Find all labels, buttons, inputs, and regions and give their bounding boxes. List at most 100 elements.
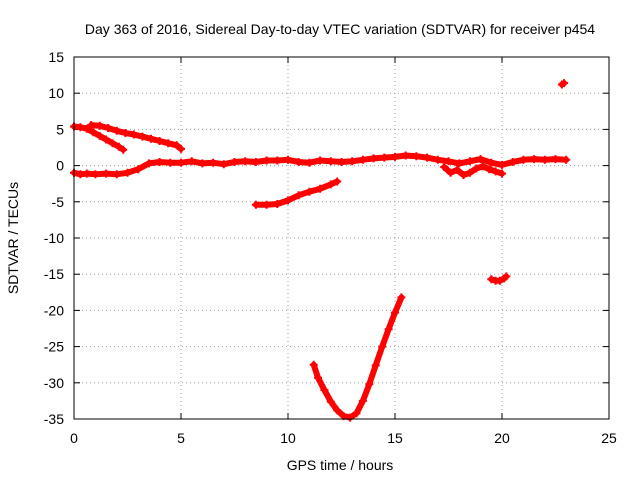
data-point <box>273 156 282 165</box>
data-point <box>369 154 378 163</box>
data-point <box>551 155 560 164</box>
data-point <box>316 156 325 165</box>
data-point <box>320 386 329 394</box>
series-line <box>441 163 505 178</box>
y-tick-label: 5 <box>56 121 64 137</box>
data-point <box>112 126 121 135</box>
data-point <box>305 158 314 167</box>
data-point <box>112 170 121 179</box>
data-point <box>91 170 100 179</box>
data-point <box>333 406 342 415</box>
data-point <box>230 158 239 166</box>
x-tick-label: 5 <box>177 430 185 446</box>
data-point <box>241 157 250 166</box>
data-point <box>478 162 487 171</box>
data-point <box>251 200 260 209</box>
data-point <box>348 157 357 166</box>
series-track-g <box>487 272 511 285</box>
data-point <box>251 158 260 166</box>
data-point <box>371 361 380 370</box>
data-point <box>455 159 464 168</box>
data-point <box>358 396 367 405</box>
data-point <box>294 191 303 200</box>
y-tick-label: 15 <box>48 49 64 65</box>
data-point <box>440 163 449 171</box>
data-point <box>294 158 303 166</box>
y-tick-label: -10 <box>44 230 64 246</box>
data-point <box>397 293 406 302</box>
data-point <box>89 128 98 137</box>
series-track-c <box>70 151 571 179</box>
series-track-e <box>251 177 342 209</box>
data-point <box>119 145 128 154</box>
data-point <box>495 276 504 285</box>
data-point <box>187 157 196 166</box>
data-point <box>155 158 164 166</box>
data-point <box>284 196 292 205</box>
data-point <box>164 139 173 148</box>
data-point <box>123 168 132 177</box>
data-point <box>102 135 111 144</box>
y-tick-label: -25 <box>44 339 64 355</box>
x-tick-label: 20 <box>494 430 510 446</box>
data-point <box>465 168 474 177</box>
y-tick-label: -30 <box>44 375 64 391</box>
data-point <box>147 134 155 143</box>
data-point <box>446 168 455 177</box>
x-tick-label: 25 <box>601 430 617 446</box>
data-point <box>87 121 96 130</box>
data-point <box>104 124 113 132</box>
data-point <box>401 151 410 160</box>
y-tick-label: -15 <box>44 266 64 282</box>
data-point <box>316 184 325 193</box>
series-track-d <box>440 162 506 179</box>
data-point <box>485 165 494 174</box>
data-point <box>508 158 517 166</box>
data-point <box>76 123 85 132</box>
data-point <box>337 158 346 166</box>
x-tick-label: 0 <box>70 430 78 446</box>
data-point <box>102 169 111 178</box>
series-track-h <box>557 79 569 89</box>
data-point <box>380 153 389 162</box>
y-tick-labels: 15 10 5 0 -5 -10 -15 -20 -25 -30 -35 <box>44 49 64 427</box>
y-axis-label: SDTVAR / TECUs <box>5 182 21 294</box>
data-point <box>134 165 143 174</box>
data-point <box>423 153 432 162</box>
series-track-f <box>309 293 406 422</box>
data-point <box>487 158 496 167</box>
data-point <box>433 155 442 164</box>
data-point <box>326 397 335 406</box>
data-point <box>108 139 117 148</box>
data-point <box>114 142 123 151</box>
plot-frame <box>73 56 610 420</box>
data-point <box>309 360 318 369</box>
series-track-b <box>87 121 185 153</box>
data-point <box>453 165 462 174</box>
data-point <box>498 160 506 169</box>
data-point <box>391 308 399 317</box>
y-tick-label: -5 <box>52 194 65 210</box>
x-tick-label: 15 <box>387 430 403 446</box>
data-point <box>95 121 104 130</box>
data-point <box>487 275 496 284</box>
data-point <box>365 380 374 389</box>
data-point <box>391 152 399 161</box>
data-point <box>95 131 104 140</box>
data-point <box>209 158 218 167</box>
data-point <box>502 272 511 281</box>
data-point <box>472 164 481 173</box>
grid-lines <box>74 57 609 419</box>
data-point <box>476 155 485 164</box>
data-point <box>540 155 549 164</box>
data-series <box>70 79 571 422</box>
data-point <box>519 155 528 164</box>
data-point <box>82 124 91 133</box>
data-point <box>459 171 468 179</box>
chart-title: Day 363 of 2016, Sidereal Day-to-day VTE… <box>85 21 595 37</box>
data-point <box>219 160 228 169</box>
data-point <box>346 413 355 422</box>
data-point <box>262 156 271 165</box>
data-point <box>166 158 175 167</box>
